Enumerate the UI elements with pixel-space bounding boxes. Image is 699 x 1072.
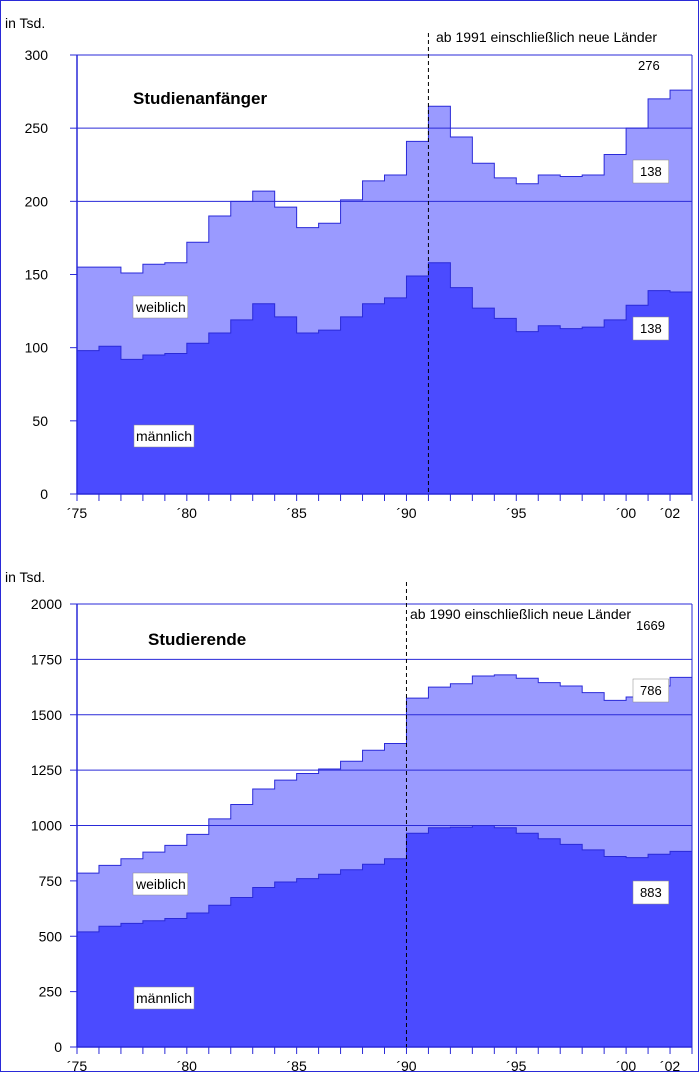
y-tick-label: 200	[25, 193, 49, 209]
series-label-maennlich: männlich	[136, 428, 192, 444]
x-tick-label: ´90	[396, 505, 416, 521]
x-tick-label: ´90	[396, 1058, 416, 1072]
unit-label: in Tsd.	[5, 569, 45, 585]
series-label-weiblich-box	[132, 872, 189, 896]
chart-1: 0 50 100 150 200 250 300 ´75 ´80 ´85 ´90 ´95 ´00 ´02 i…	[5, 15, 693, 521]
chart-title: Studienanfänger	[133, 89, 268, 108]
x-tick-label: ´80	[177, 505, 197, 521]
series-label-maennlich: männlich	[136, 990, 192, 1006]
value-label-total: 1669	[636, 618, 665, 633]
x-tick-label: ´75	[67, 505, 87, 521]
x-tick-label: ´00	[616, 1058, 636, 1072]
value-label-female: 786	[640, 683, 662, 698]
value-label-total-box	[636, 57, 662, 74]
y-tick-label: 150	[25, 267, 49, 283]
value-label-total: 276	[638, 58, 660, 73]
series-label-weiblich: weiblich	[135, 876, 186, 892]
series-label-maennlich-box	[133, 424, 195, 448]
x-tick-label: ´95	[506, 1058, 526, 1072]
chart-2: 0 250 500 750 1000 1250 1500 1750 2000 ´75 ´80 ´85 ´…	[5, 569, 693, 1072]
y-tick-label: 50	[32, 413, 48, 429]
value-label-male-box	[632, 880, 669, 905]
y-tick-label: 100	[25, 340, 49, 356]
y-tick-label: 0	[54, 1039, 62, 1055]
area-maennlich	[76, 262, 693, 495]
x-tick-label: ´85	[287, 505, 307, 521]
series-label-weiblich-box	[132, 295, 189, 319]
y-tick-label: 1250	[31, 762, 62, 778]
x-tick-label: ´02	[660, 1058, 680, 1072]
x-tick-label: ´00	[616, 505, 636, 521]
y-tick-label: 1750	[31, 651, 62, 667]
x-tick-label: ´02	[660, 505, 680, 521]
value-label-female-box	[632, 159, 669, 184]
annotation-text: ab 1991 einschließlich neue Länder	[436, 29, 657, 45]
series-label-weiblich: weiblich	[135, 299, 186, 315]
series-label-maennlich-box	[133, 986, 195, 1010]
y-tick-label: 0	[40, 486, 48, 502]
value-label-male: 883	[640, 885, 662, 900]
y-tick-label: 300	[25, 47, 49, 63]
value-label-male: 138	[640, 321, 662, 336]
y-tick-label: 500	[39, 928, 63, 944]
y-tick-label: 1000	[31, 818, 62, 834]
x-tick-label: ´95	[506, 505, 526, 521]
y-tick-label: 1500	[31, 707, 62, 723]
x-tick-label: ´80	[177, 1058, 197, 1072]
chart-title: Studierende	[148, 630, 246, 649]
y-tick-label: 750	[39, 873, 63, 889]
x-tick-label: ´75	[67, 1058, 87, 1072]
annotation-text: ab 1990 einschließlich neue Länder	[410, 606, 631, 622]
unit-label: in Tsd.	[5, 15, 45, 31]
value-label-female-box	[632, 678, 669, 703]
y-tick-label: 250	[39, 984, 63, 1000]
value-label-female: 138	[640, 164, 662, 179]
x-tick-label: ´85	[287, 1058, 307, 1072]
y-tick-label: 250	[25, 120, 49, 136]
value-label-total-box	[634, 617, 667, 634]
area-maennlich	[76, 825, 693, 1048]
y-tick-label: 2000	[31, 596, 62, 612]
value-label-male-box	[632, 316, 669, 341]
